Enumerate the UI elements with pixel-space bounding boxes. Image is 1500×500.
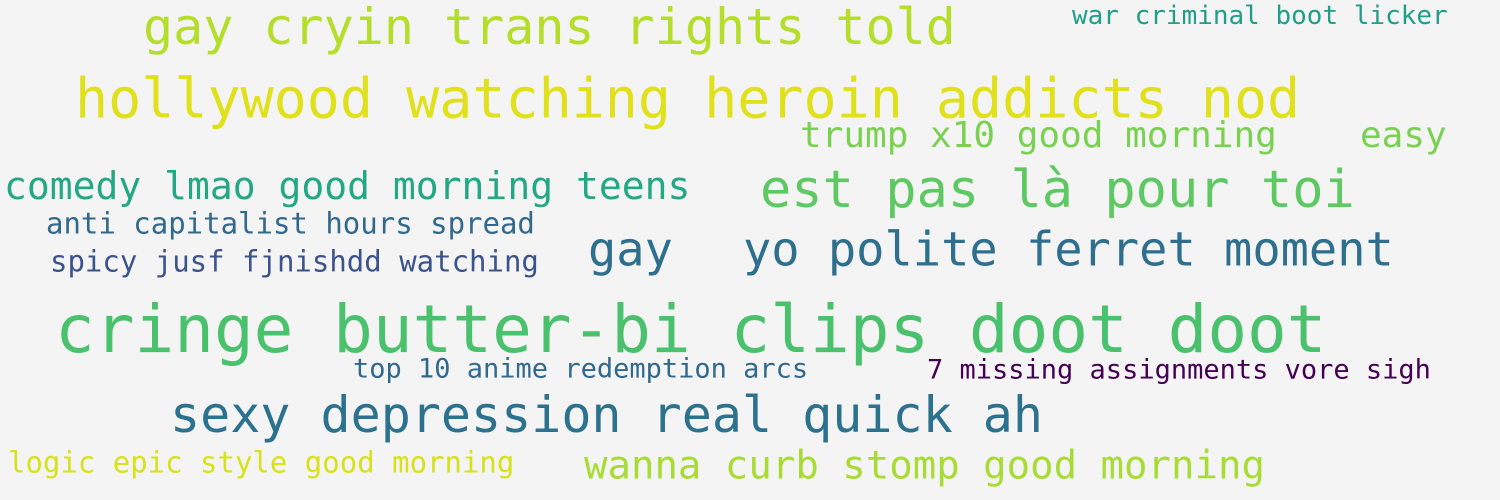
word-phrase: comedy lmao good morning teens [4, 164, 691, 208]
word-phrase: cringe butter-bi clips doot doot [55, 291, 1327, 368]
word-phrase: war criminal boot licker [1072, 1, 1448, 31]
word-phrase: wanna curb stomp good morning [584, 443, 1265, 489]
word-phrase: easy [1360, 115, 1447, 156]
word-phrase: sexy depression real quick ah [170, 386, 1043, 444]
word-phrase: anti capitalist hours spread [46, 206, 535, 241]
word-phrase: est pas là pour toi [760, 160, 1355, 220]
word-phrase: hollywood watching heroin addicts nod [75, 66, 1301, 131]
word-phrase: trump x10 good morning [800, 115, 1277, 156]
word-phrase: gay cryin trans rights told [143, 0, 956, 56]
word-phrase: logic epic style good morning [8, 445, 515, 480]
word-phrase: spicy jusf fjnishdd watching [50, 244, 539, 279]
word-phrase: 7 missing assignments vore sigh [927, 354, 1431, 386]
word-phrase: top 10 anime redemption arcs [353, 353, 809, 385]
word-phrase: yo polite ferret moment [743, 222, 1394, 278]
word-phrase: gay [588, 222, 673, 278]
